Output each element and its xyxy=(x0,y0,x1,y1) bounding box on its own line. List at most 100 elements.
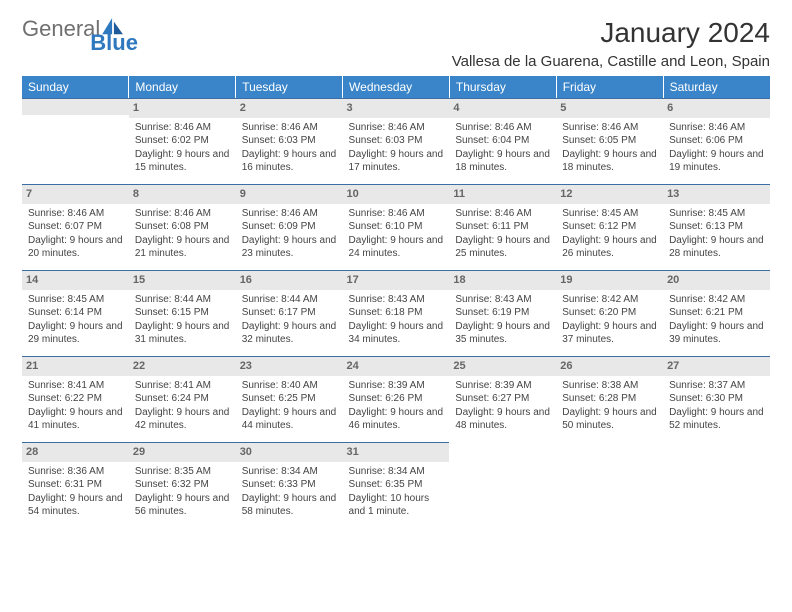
daylight-line: Daylight: 9 hours and 41 minutes. xyxy=(28,406,123,433)
sunset-line: Sunset: 6:17 PM xyxy=(242,306,337,320)
day-number: 13 xyxy=(663,184,770,204)
sunset-line: Sunset: 6:11 PM xyxy=(455,220,550,234)
sunset-line: Sunset: 6:18 PM xyxy=(349,306,444,320)
calendar-week-row: 14Sunrise: 8:45 AMSunset: 6:14 PMDayligh… xyxy=(22,270,770,356)
sunrise-line: Sunrise: 8:34 AM xyxy=(242,465,337,479)
calendar-day-cell: 19Sunrise: 8:42 AMSunset: 6:20 PMDayligh… xyxy=(556,270,663,356)
calendar-day-cell: 12Sunrise: 8:45 AMSunset: 6:12 PMDayligh… xyxy=(556,184,663,270)
sunset-line: Sunset: 6:26 PM xyxy=(349,392,444,406)
sunrise-line: Sunrise: 8:38 AM xyxy=(562,379,657,393)
calendar-day-cell: 15Sunrise: 8:44 AMSunset: 6:15 PMDayligh… xyxy=(129,270,236,356)
day-number: 30 xyxy=(236,442,343,462)
calendar-day-cell: 25Sunrise: 8:39 AMSunset: 6:27 PMDayligh… xyxy=(449,356,556,442)
calendar-week-row: 21Sunrise: 8:41 AMSunset: 6:22 PMDayligh… xyxy=(22,356,770,442)
sunrise-line: Sunrise: 8:46 AM xyxy=(135,121,230,135)
sunrise-line: Sunrise: 8:39 AM xyxy=(455,379,550,393)
calendar-day-cell: 20Sunrise: 8:42 AMSunset: 6:21 PMDayligh… xyxy=(663,270,770,356)
sunrise-line: Sunrise: 8:41 AM xyxy=(135,379,230,393)
calendar-day-cell: 30Sunrise: 8:34 AMSunset: 6:33 PMDayligh… xyxy=(236,442,343,528)
empty-day-strip xyxy=(22,98,129,115)
day-number: 14 xyxy=(22,270,129,290)
daylight-line: Daylight: 9 hours and 18 minutes. xyxy=(455,148,550,175)
sunset-line: Sunset: 6:14 PM xyxy=(28,306,123,320)
calendar-day-cell: 2Sunrise: 8:46 AMSunset: 6:03 PMDaylight… xyxy=(236,98,343,184)
daylight-line: Daylight: 9 hours and 32 minutes. xyxy=(242,320,337,347)
weekday-header: Sunday xyxy=(22,76,129,98)
calendar-day-cell: 22Sunrise: 8:41 AMSunset: 6:24 PMDayligh… xyxy=(129,356,236,442)
daylight-line: Daylight: 9 hours and 58 minutes. xyxy=(242,492,337,519)
daylight-line: Daylight: 9 hours and 48 minutes. xyxy=(455,406,550,433)
sunrise-line: Sunrise: 8:46 AM xyxy=(562,121,657,135)
weekday-header: Monday xyxy=(129,76,236,98)
sunset-line: Sunset: 6:07 PM xyxy=(28,220,123,234)
daylight-line: Daylight: 9 hours and 20 minutes. xyxy=(28,234,123,261)
sunset-line: Sunset: 6:12 PM xyxy=(562,220,657,234)
calendar-week-row: 1Sunrise: 8:46 AMSunset: 6:02 PMDaylight… xyxy=(22,98,770,184)
day-number: 27 xyxy=(663,356,770,376)
daylight-line: Daylight: 9 hours and 44 minutes. xyxy=(242,406,337,433)
calendar-day-cell xyxy=(663,442,770,528)
sunrise-line: Sunrise: 8:46 AM xyxy=(135,207,230,221)
weekday-header: Tuesday xyxy=(236,76,343,98)
sunset-line: Sunset: 6:19 PM xyxy=(455,306,550,320)
daylight-line: Daylight: 9 hours and 29 minutes. xyxy=(28,320,123,347)
calendar-day-cell: 5Sunrise: 8:46 AMSunset: 6:05 PMDaylight… xyxy=(556,98,663,184)
daylight-line: Daylight: 9 hours and 39 minutes. xyxy=(669,320,764,347)
calendar-day-cell: 8Sunrise: 8:46 AMSunset: 6:08 PMDaylight… xyxy=(129,184,236,270)
day-number: 7 xyxy=(22,184,129,204)
day-number: 4 xyxy=(449,98,556,118)
calendar-day-cell: 23Sunrise: 8:40 AMSunset: 6:25 PMDayligh… xyxy=(236,356,343,442)
daylight-line: Daylight: 9 hours and 42 minutes. xyxy=(135,406,230,433)
weekday-header: Thursday xyxy=(449,76,556,98)
sunset-line: Sunset: 6:31 PM xyxy=(28,478,123,492)
sunrise-line: Sunrise: 8:46 AM xyxy=(349,121,444,135)
calendar-week-row: 28Sunrise: 8:36 AMSunset: 6:31 PMDayligh… xyxy=(22,442,770,528)
day-number: 18 xyxy=(449,270,556,290)
daylight-line: Daylight: 9 hours and 16 minutes. xyxy=(242,148,337,175)
daylight-line: Daylight: 9 hours and 37 minutes. xyxy=(562,320,657,347)
calendar-page: General Blue January 2024 Vallesa de la … xyxy=(0,0,792,538)
calendar-day-cell: 13Sunrise: 8:45 AMSunset: 6:13 PMDayligh… xyxy=(663,184,770,270)
sunset-line: Sunset: 6:03 PM xyxy=(349,134,444,148)
day-number: 21 xyxy=(22,356,129,376)
sunrise-line: Sunrise: 8:34 AM xyxy=(349,465,444,479)
sunset-line: Sunset: 6:03 PM xyxy=(242,134,337,148)
day-number: 29 xyxy=(129,442,236,462)
day-number: 25 xyxy=(449,356,556,376)
day-number: 24 xyxy=(343,356,450,376)
sunrise-line: Sunrise: 8:46 AM xyxy=(455,207,550,221)
calendar-day-cell: 3Sunrise: 8:46 AMSunset: 6:03 PMDaylight… xyxy=(343,98,450,184)
daylight-line: Daylight: 10 hours and 1 minute. xyxy=(349,492,444,519)
daylight-line: Daylight: 9 hours and 34 minutes. xyxy=(349,320,444,347)
sunset-line: Sunset: 6:15 PM xyxy=(135,306,230,320)
day-number: 11 xyxy=(449,184,556,204)
day-number: 19 xyxy=(556,270,663,290)
day-number: 26 xyxy=(556,356,663,376)
calendar-day-cell: 7Sunrise: 8:46 AMSunset: 6:07 PMDaylight… xyxy=(22,184,129,270)
calendar-day-cell: 10Sunrise: 8:46 AMSunset: 6:10 PMDayligh… xyxy=(343,184,450,270)
daylight-line: Daylight: 9 hours and 21 minutes. xyxy=(135,234,230,261)
sunrise-line: Sunrise: 8:39 AM xyxy=(349,379,444,393)
sunset-line: Sunset: 6:05 PM xyxy=(562,134,657,148)
sunrise-line: Sunrise: 8:35 AM xyxy=(135,465,230,479)
calendar-day-cell xyxy=(556,442,663,528)
sunrise-line: Sunrise: 8:41 AM xyxy=(28,379,123,393)
sunrise-line: Sunrise: 8:45 AM xyxy=(669,207,764,221)
month-title: January 2024 xyxy=(452,18,770,49)
sunrise-line: Sunrise: 8:46 AM xyxy=(669,121,764,135)
day-number: 3 xyxy=(343,98,450,118)
day-number: 22 xyxy=(129,356,236,376)
sunrise-line: Sunrise: 8:43 AM xyxy=(455,293,550,307)
calendar-table: SundayMondayTuesdayWednesdayThursdayFrid… xyxy=(22,76,770,528)
sunrise-line: Sunrise: 8:45 AM xyxy=(562,207,657,221)
daylight-line: Daylight: 9 hours and 18 minutes. xyxy=(562,148,657,175)
day-number: 10 xyxy=(343,184,450,204)
sunset-line: Sunset: 6:10 PM xyxy=(349,220,444,234)
daylight-line: Daylight: 9 hours and 46 minutes. xyxy=(349,406,444,433)
location-label: Vallesa de la Guarena, Castille and Leon… xyxy=(452,53,770,70)
sunrise-line: Sunrise: 8:42 AM xyxy=(669,293,764,307)
weekday-header: Wednesday xyxy=(343,76,450,98)
day-number: 17 xyxy=(343,270,450,290)
sunrise-line: Sunrise: 8:36 AM xyxy=(28,465,123,479)
daylight-line: Daylight: 9 hours and 50 minutes. xyxy=(562,406,657,433)
